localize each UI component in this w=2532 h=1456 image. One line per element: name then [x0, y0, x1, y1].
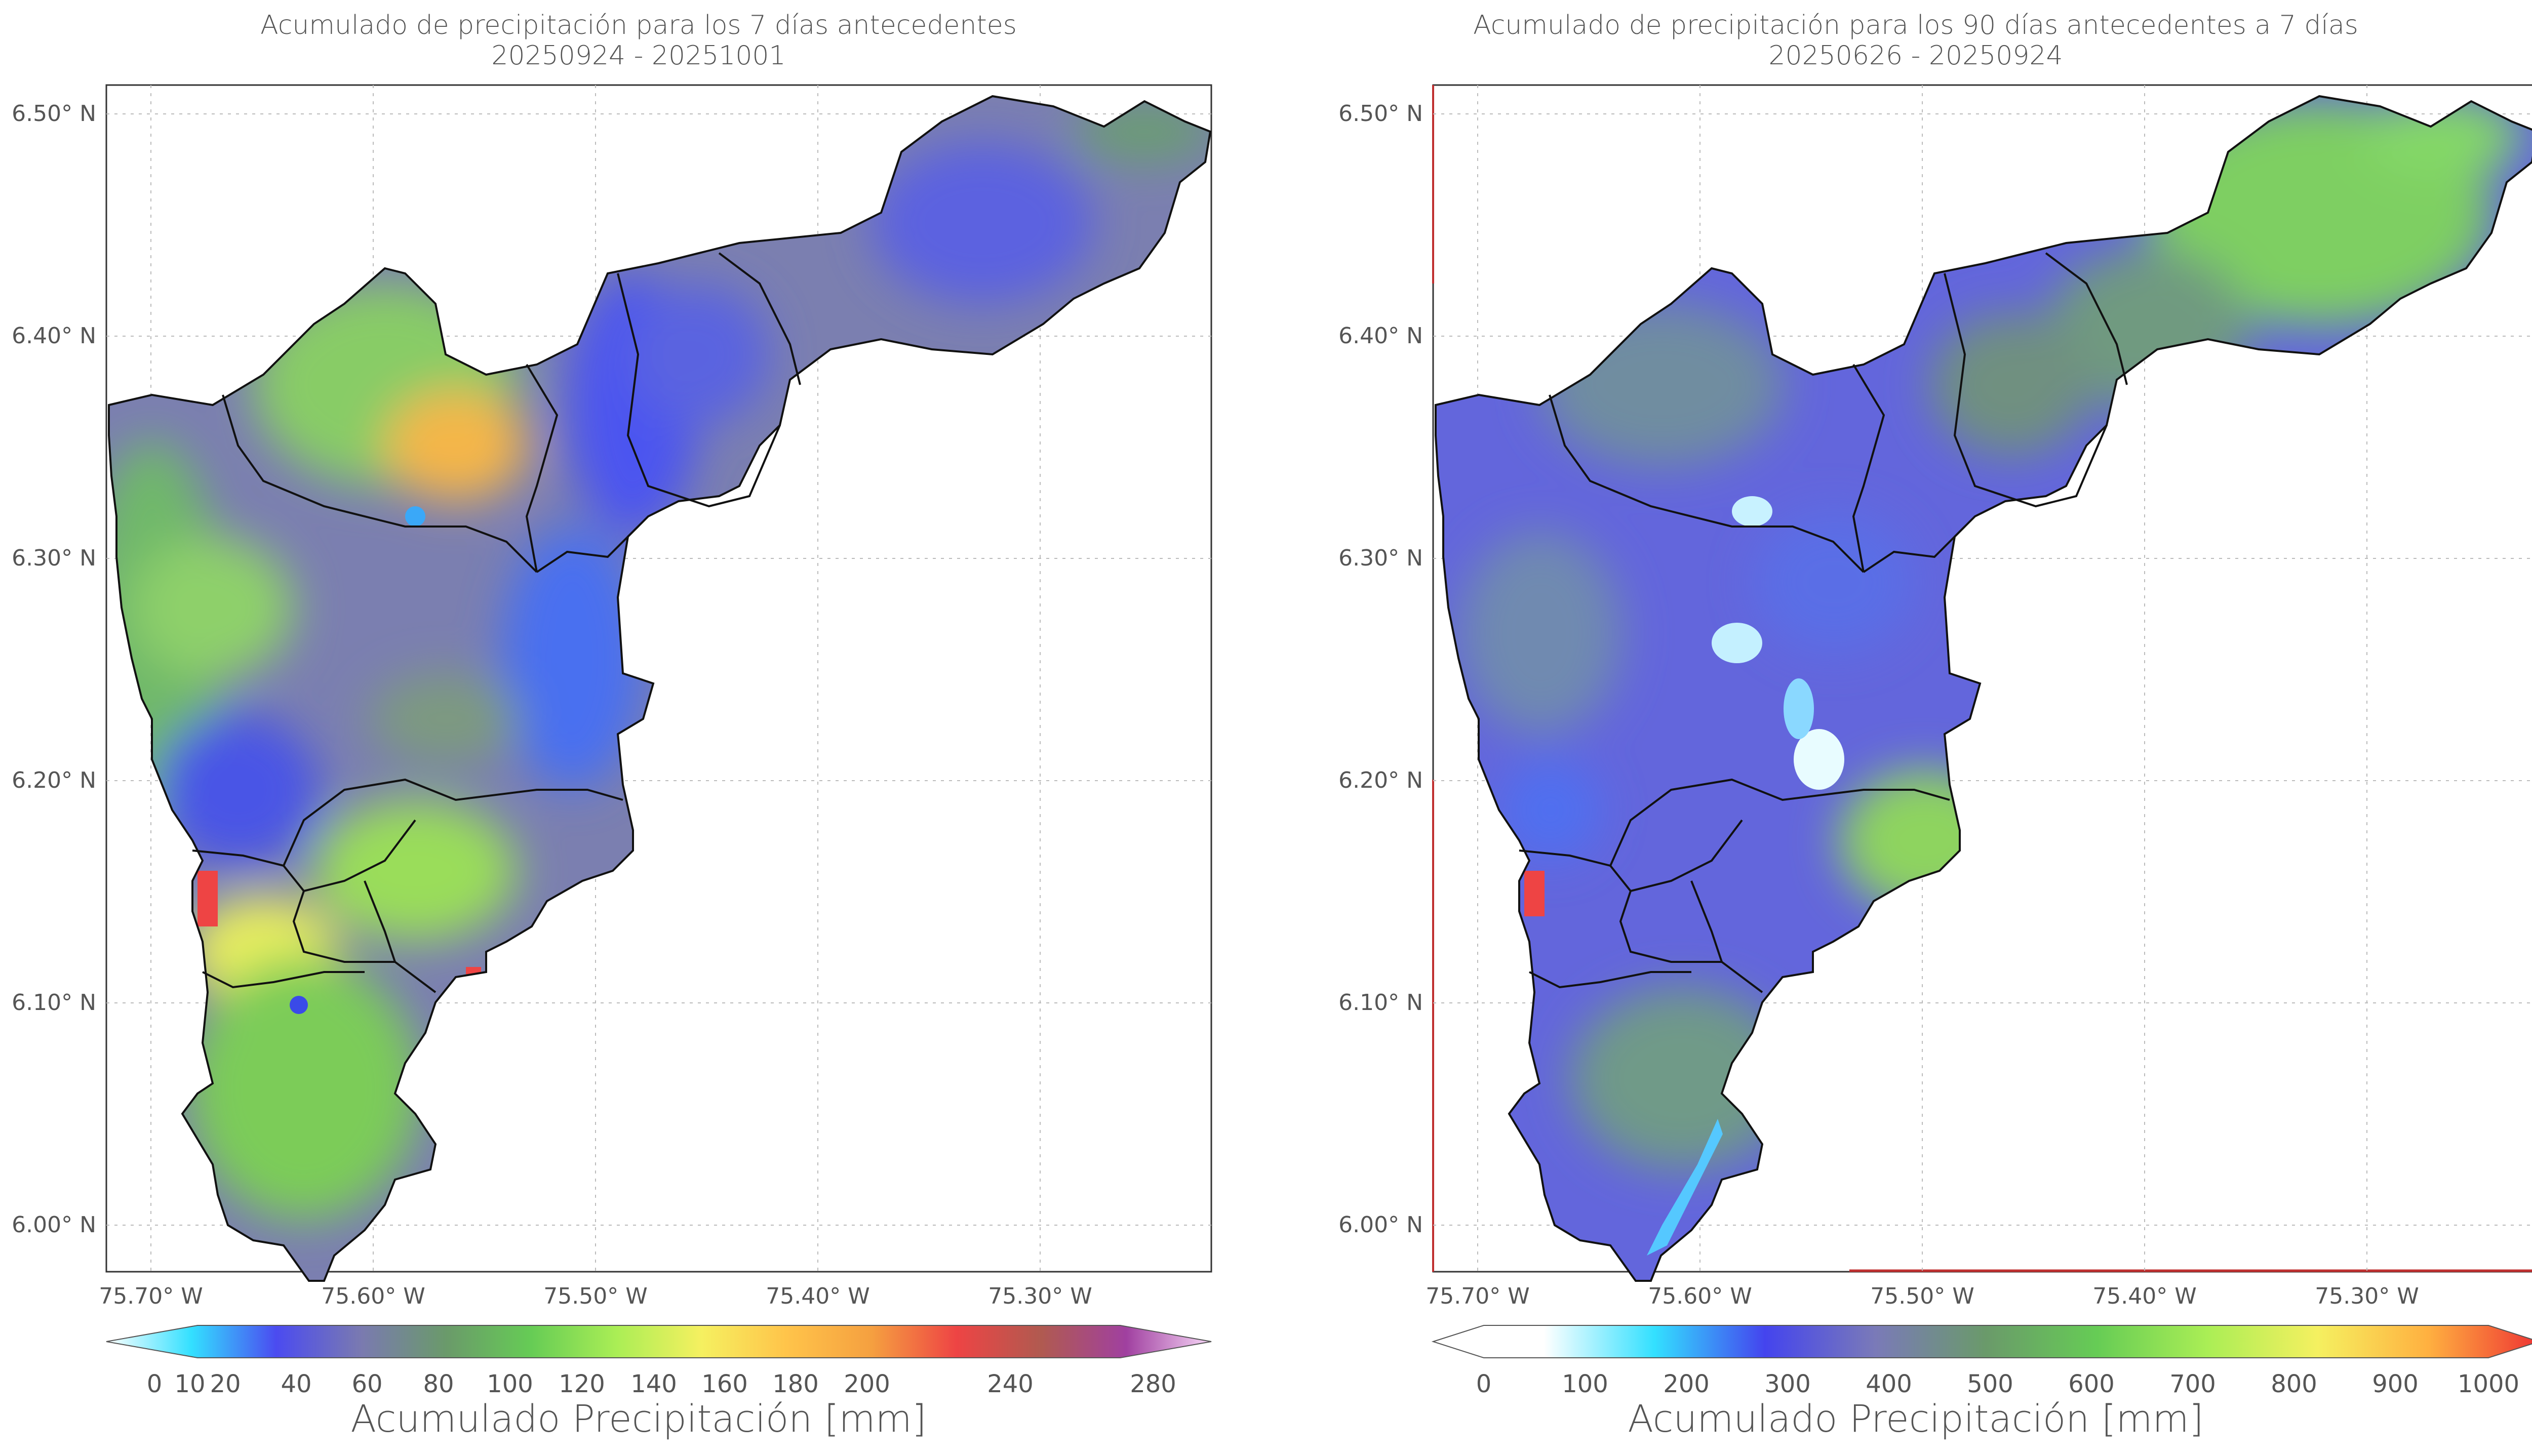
- colorbar-tick: 0: [1476, 1370, 1492, 1398]
- colorbar-swatches: [1433, 1325, 2532, 1358]
- colorbar: 0 100 200 300 400 500 600 700 800 900 10…: [1431, 1325, 2532, 1398]
- lon-label: 75.60° W: [1648, 1283, 1752, 1309]
- map-title: Acumulado de precipitación para los 90 d…: [1277, 10, 2532, 71]
- lon-label: 75.50° W: [1870, 1283, 1974, 1309]
- colorbar-tick: 600: [2068, 1370, 2115, 1398]
- lat-label: 6.40° N: [1338, 323, 1423, 349]
- lon-label: 75.30° W: [988, 1283, 1092, 1309]
- colorbar-tick: 160: [701, 1370, 748, 1398]
- colorbar-tick: 500: [1967, 1370, 2013, 1398]
- lat-label: 6.40° N: [12, 323, 96, 349]
- colorbar-tick: 280: [1130, 1370, 1176, 1398]
- lon-label: 75.60° W: [321, 1283, 425, 1309]
- lon-label: 75.50° W: [543, 1283, 647, 1309]
- map-figure: 6.50° N 6.40° N 6.30° N 6.20° N 6.10° N …: [12, 84, 1212, 1398]
- lat-label: 6.10° N: [12, 990, 96, 1016]
- region-boundaries: [1435, 95, 2532, 1282]
- longitude-labels: 75.70° W 75.60° W 75.50° W 75.40° W 75.3…: [1426, 1283, 2419, 1309]
- colorbar-tick: 800: [2271, 1370, 2317, 1398]
- colorbar-outline: [1431, 1325, 2532, 1358]
- lon-label: 75.70° W: [1426, 1283, 1529, 1309]
- colorbar-tick: 1000: [2458, 1370, 2519, 1398]
- latitude-labels: 6.50° N 6.40° N 6.30° N 6.20° N 6.10° N …: [12, 101, 96, 1238]
- map-figure: 6.50° N 6.40° N 6.30° N 6.20° N 6.10° N …: [1338, 84, 2532, 1398]
- lon-label: 75.70° W: [99, 1283, 203, 1309]
- precipitation-field: [109, 96, 1210, 1281]
- title-line-2: 20250626 - 20250924: [1768, 41, 2063, 71]
- title-line-1: Acumulado de precipitación para los 7 dí…: [260, 10, 1017, 41]
- colorbar-tick: 80: [423, 1370, 454, 1398]
- colorbar-ticks: 0 10 20 40 60 80 100 120 140 160 180 200…: [147, 1370, 1176, 1398]
- colorbar-tick: 120: [559, 1370, 605, 1398]
- colorbar-tick: 100: [487, 1370, 533, 1398]
- map-title: Acumulado de precipitación para los 7 dí…: [0, 10, 1277, 71]
- colorbar-tick: 40: [281, 1370, 311, 1398]
- colorbar-tick: 180: [772, 1370, 819, 1398]
- colorbar-tick: 240: [987, 1370, 1034, 1398]
- colorbar-tick: 20: [210, 1370, 241, 1398]
- map-panel-7day: Acumulado de precipitación para los 7 dí…: [0, 10, 1277, 1441]
- latitude-labels: 6.50° N 6.40° N 6.30° N 6.20° N 6.10° N …: [1338, 101, 1423, 1238]
- lat-label: 6.50° N: [12, 101, 96, 127]
- title-line-2: 20250924 - 20251001: [491, 41, 786, 71]
- lat-label: 6.20° N: [12, 767, 96, 793]
- colorbar-tick: 0: [147, 1370, 163, 1398]
- map-panel-90day: Acumulado de precipitación para los 90 d…: [1277, 0, 2532, 1456]
- colorbar-tick: 200: [844, 1370, 890, 1398]
- lat-label: 6.20° N: [1338, 767, 1423, 793]
- colorbar-tick: 900: [2372, 1370, 2419, 1398]
- lat-label: 6.10° N: [1338, 990, 1423, 1016]
- colorbar-swatches: [106, 1325, 1211, 1358]
- lat-label: 6.30° N: [1338, 545, 1423, 571]
- colorbar: 0 10 20 40 60 80 100 120 140 160 180 200…: [106, 1325, 1212, 1398]
- colorbar-outline: [106, 1325, 1212, 1358]
- axes-frame: [105, 84, 1212, 1273]
- colorbar-tick: 100: [1562, 1370, 1608, 1398]
- colorbar-tick: 700: [2169, 1370, 2216, 1398]
- colorbar-ticks: 0 100 200 300 400 500 600 700 800 900 10…: [1476, 1370, 2519, 1398]
- lat-label: 6.50° N: [1338, 101, 1423, 127]
- colorbar-tick: 300: [1764, 1370, 1811, 1398]
- lon-label: 75.30° W: [2315, 1283, 2419, 1309]
- colorbar-label: Acumulado Precipitación [mm]: [1628, 1397, 2204, 1441]
- colorbar-tick: 400: [1866, 1370, 1912, 1398]
- lat-label: 6.00° N: [1338, 1212, 1423, 1238]
- colorbar-gradient: [1433, 1325, 2532, 1358]
- colorbar-gradient: [106, 1325, 1211, 1358]
- lat-label: 6.00° N: [12, 1212, 96, 1238]
- colorbar-tick: 200: [1663, 1370, 1710, 1398]
- lon-label: 75.40° W: [766, 1283, 869, 1309]
- colorbar-tick: 60: [351, 1370, 382, 1398]
- region-boundaries: [108, 95, 1212, 1282]
- colorbar-tick: 140: [630, 1370, 677, 1398]
- lon-label: 75.40° W: [2092, 1283, 2196, 1309]
- colorbar-tick: 10: [174, 1370, 205, 1398]
- lat-label: 6.30° N: [12, 545, 96, 571]
- colorbar-label: Acumulado Precipitación [mm]: [350, 1397, 927, 1441]
- title-line-1: Acumulado de precipitación para los 90 d…: [1473, 10, 2358, 41]
- longitude-labels: 75.70° W 75.60° W 75.50° W 75.40° W 75.3…: [99, 1283, 1092, 1309]
